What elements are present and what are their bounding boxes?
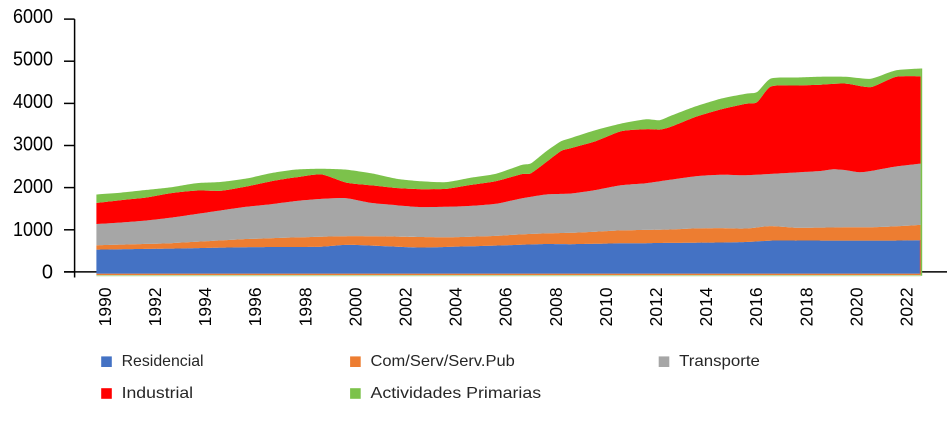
svg-text:1000: 1000 <box>13 219 53 241</box>
svg-text:2012: 2012 <box>646 287 666 326</box>
svg-text:1998: 1998 <box>295 287 315 326</box>
svg-text:6000: 6000 <box>13 6 53 28</box>
svg-text:2004: 2004 <box>446 287 466 326</box>
svg-text:Transporte: Transporte <box>679 353 760 370</box>
svg-text:2016: 2016 <box>746 287 766 326</box>
svg-text:2006: 2006 <box>496 287 516 326</box>
svg-text:2018: 2018 <box>796 287 816 326</box>
svg-text:1996: 1996 <box>245 287 265 326</box>
svg-text:Com/Serv/Serv.Pub: Com/Serv/Serv.Pub <box>371 353 515 370</box>
svg-text:2022: 2022 <box>897 287 917 326</box>
svg-text:2008: 2008 <box>546 287 566 326</box>
svg-text:2000: 2000 <box>13 176 53 198</box>
svg-text:1994: 1994 <box>195 287 215 326</box>
svg-text:2000: 2000 <box>345 287 365 326</box>
svg-text:1990: 1990 <box>95 287 115 326</box>
svg-text:0: 0 <box>42 261 53 283</box>
svg-text:2014: 2014 <box>696 287 716 326</box>
svg-text:Actividades Primarias: Actividades Primarias <box>371 385 542 402</box>
svg-text:1992: 1992 <box>145 287 165 326</box>
svg-text:3000: 3000 <box>13 134 53 156</box>
svg-text:Industrial: Industrial <box>122 385 194 402</box>
svg-text:2010: 2010 <box>596 287 616 326</box>
svg-text:Residencial: Residencial <box>122 353 204 370</box>
svg-text:2020: 2020 <box>846 287 866 326</box>
svg-text:5000: 5000 <box>13 48 53 70</box>
svg-text:4000: 4000 <box>13 91 53 113</box>
svg-text:2002: 2002 <box>396 287 416 326</box>
